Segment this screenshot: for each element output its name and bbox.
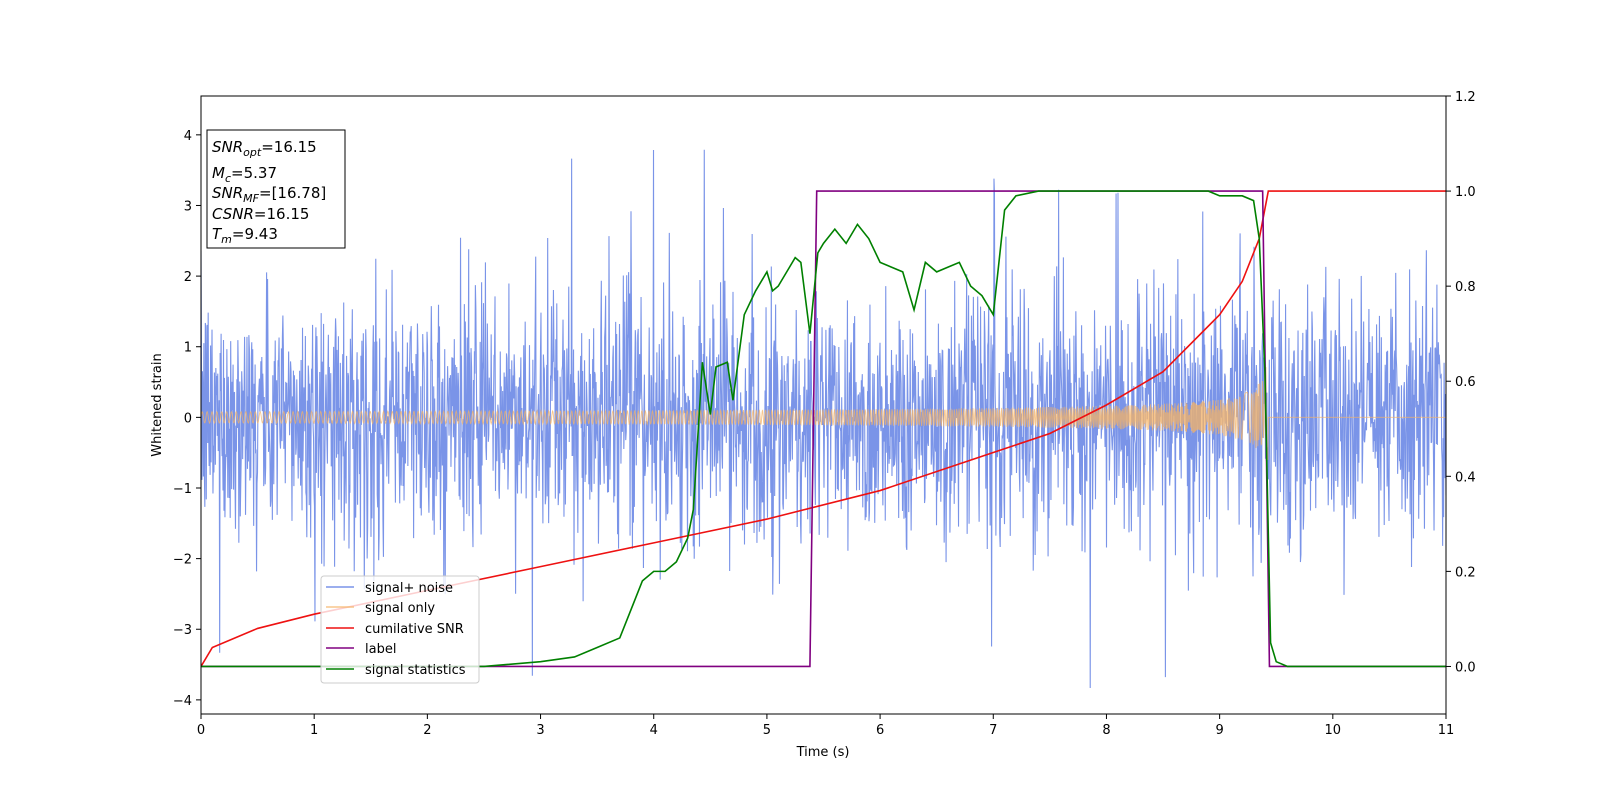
- y-right-tick-label: 0.4: [1455, 470, 1476, 485]
- y-right-tick-label: 1.2: [1455, 90, 1476, 105]
- y-left-tick-label: 2: [184, 270, 192, 285]
- x-tick-label: 4: [650, 723, 658, 738]
- info-snr-mf: SNRMF=[16.78]: [212, 184, 326, 205]
- y-axis-right: 0.0 0.2 0.4 0.6 0.8 1.0 1.2: [1446, 90, 1476, 675]
- plot-frame: [200, 95, 1447, 715]
- y-left-tick-label: −3: [173, 623, 192, 638]
- info-snr-opt: SNRopt=16.15: [212, 138, 317, 159]
- x-axis-label: Time (s): [796, 745, 850, 760]
- y-right-tick-label: 0.2: [1455, 565, 1476, 580]
- series-cumulative-snr-line: [201, 190, 1446, 667]
- svg-text:signal only: signal only: [365, 601, 435, 616]
- plot-area: [201, 149, 1446, 688]
- svg-text:signal+ noise: signal+ noise: [365, 581, 453, 596]
- x-tick-label: 9: [1215, 723, 1223, 738]
- info-csnr: CSNR=16.15: [212, 205, 309, 223]
- series-signal-only-line: [201, 367, 1446, 460]
- y-left-tick-label: −2: [173, 553, 192, 568]
- x-axis: 0 1 2 3 4 5 6 7 8 9 10 11: [197, 714, 1454, 738]
- info-mc: Mc=5.37: [212, 164, 277, 185]
- legend: signal+ noise signal only cumilative SNR…: [320, 575, 480, 684]
- y-axis-label: Whitened strain: [150, 353, 165, 456]
- x-tick-label: 6: [876, 723, 884, 738]
- x-tick-label: 5: [763, 723, 771, 738]
- svg-text:signal statistics: signal statistics: [365, 663, 466, 678]
- info-tm: Tm=9.43: [212, 225, 278, 246]
- x-tick-label: 8: [1102, 723, 1110, 738]
- legend-item-cumulative-snr: cumilative SNR: [326, 622, 464, 637]
- x-tick-label: 2: [423, 723, 431, 738]
- y-axis-left: −4 −3 −2 −1 0 1 2 3 4: [173, 129, 201, 709]
- legend-item-signal-statistics: signal statistics: [326, 663, 466, 678]
- x-tick-label: 3: [536, 723, 544, 738]
- y-left-tick-label: 1: [184, 341, 192, 356]
- y-right-tick-label: 0.0: [1455, 660, 1476, 675]
- x-tick-label: 10: [1325, 723, 1342, 738]
- series-signal-statistics-line: [201, 190, 1446, 668]
- legend-item-signal-noise: signal+ noise: [326, 581, 453, 596]
- y-left-tick-label: −1: [173, 482, 192, 497]
- y-left-tick-label: 0: [184, 411, 192, 426]
- x-tick-label: 11: [1438, 723, 1455, 738]
- y-right-tick-label: 0.8: [1455, 280, 1476, 295]
- x-tick-label: 1: [310, 723, 318, 738]
- y-right-tick-label: 1.0: [1455, 185, 1476, 200]
- svg-text:cumilative SNR: cumilative SNR: [365, 622, 464, 637]
- legend-item-signal-only: signal only: [326, 601, 435, 616]
- info-box: SNRopt=16.15 Mc=5.37 SNRMF=[16.78] CSNR=…: [206, 129, 346, 249]
- y-left-tick-label: 4: [184, 129, 192, 144]
- x-tick-label: 0: [197, 723, 205, 738]
- y-left-tick-label: 3: [184, 199, 192, 214]
- svg-text:label: label: [365, 642, 396, 657]
- y-left-tick-label: −4: [173, 694, 192, 709]
- legend-item-label: label: [326, 642, 396, 657]
- y-right-tick-label: 0.6: [1455, 375, 1476, 390]
- x-tick-label: 7: [989, 723, 997, 738]
